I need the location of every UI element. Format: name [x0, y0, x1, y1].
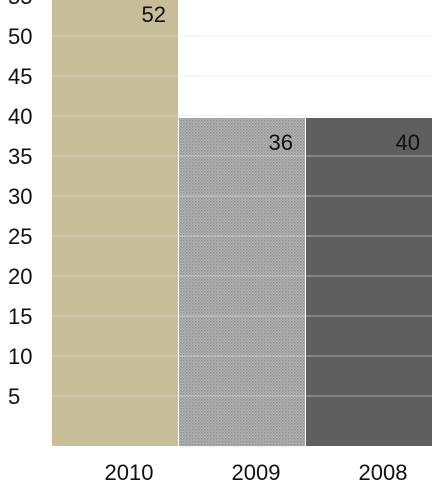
y-tick-label-5: 5: [8, 384, 20, 409]
y-tick-label-40: 40: [8, 104, 32, 129]
bars-group: [52, 0, 432, 446]
y-tick-label-10: 10: [8, 344, 32, 369]
y-axis-ticks: 5 10 15 20 25 30 35 40 45 50 55: [8, 0, 32, 409]
data-label-2008: 40: [396, 130, 420, 155]
y-tick-label-45: 45: [8, 64, 32, 89]
y-tick-label-25: 25: [8, 224, 32, 249]
data-label-2009: 36: [269, 130, 293, 155]
data-labels-group: 52 36 40: [142, 2, 420, 155]
x-axis-labels: 2010 2009 2008: [105, 460, 408, 485]
gridlines-group: [52, 35, 432, 397]
bar-2009: [179, 118, 305, 446]
y-tick-label-50: 50: [8, 24, 32, 49]
x-tick-label-2010: 2010: [105, 460, 154, 485]
y-tick-label-15: 15: [8, 304, 32, 329]
y-tick-label-20: 20: [8, 264, 32, 289]
bar-2010: [52, 0, 178, 446]
data-label-2010: 52: [142, 2, 166, 27]
y-tick-label-55: 55: [8, 0, 32, 9]
bar-2008: [306, 118, 432, 446]
y-tick-label-30: 30: [8, 184, 32, 209]
y-tick-label-35: 35: [8, 144, 32, 169]
x-tick-label-2009: 2009: [232, 460, 281, 485]
x-tick-label-2008: 2008: [359, 460, 408, 485]
